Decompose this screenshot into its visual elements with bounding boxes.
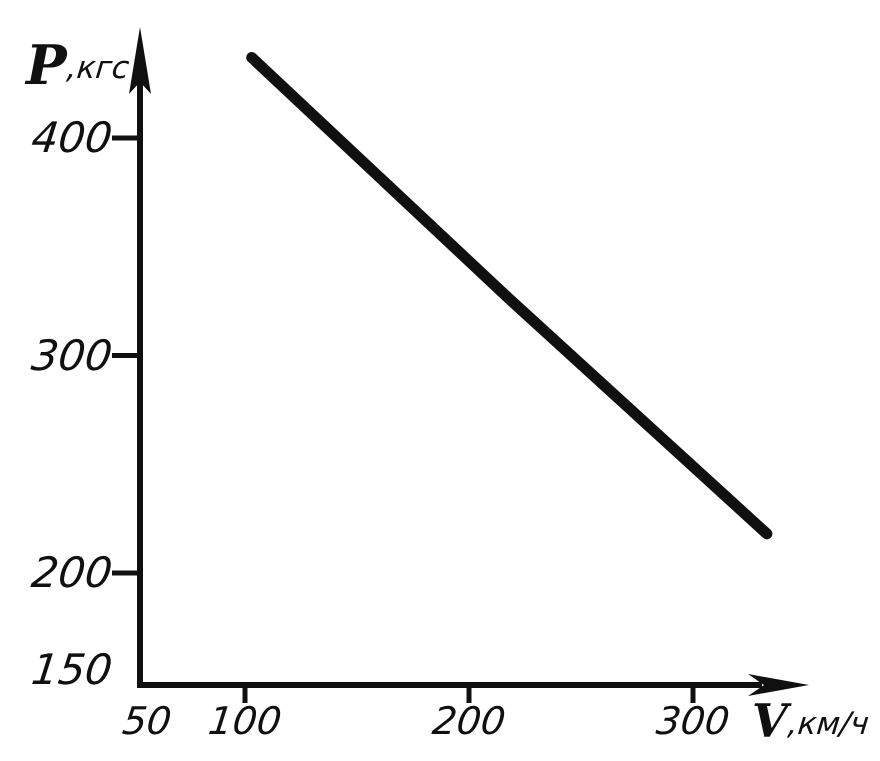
x-tick-label: 300: [654, 699, 732, 743]
x-axis-variable: V: [752, 694, 788, 748]
y-axis-label: P,кгс: [26, 38, 131, 92]
y-tick-label: 300: [28, 330, 116, 380]
x-axis-unit: ,км/ч: [785, 706, 871, 742]
y-axis-arrow: [129, 27, 151, 94]
y-tick-label: 200: [28, 548, 116, 597]
y-tick-label: 150: [28, 644, 116, 694]
x-tick-label: 200: [430, 699, 508, 743]
data-line: [246, 52, 773, 540]
y-axis-unit: ,кгс: [64, 50, 131, 86]
x-axis-label: V,км/ч: [752, 698, 871, 744]
y-axis-variable: P: [26, 33, 67, 97]
x-tick-label: 100: [206, 699, 284, 743]
x-axis-arrow: [748, 674, 809, 696]
y-tick-label: 400: [28, 113, 116, 162]
